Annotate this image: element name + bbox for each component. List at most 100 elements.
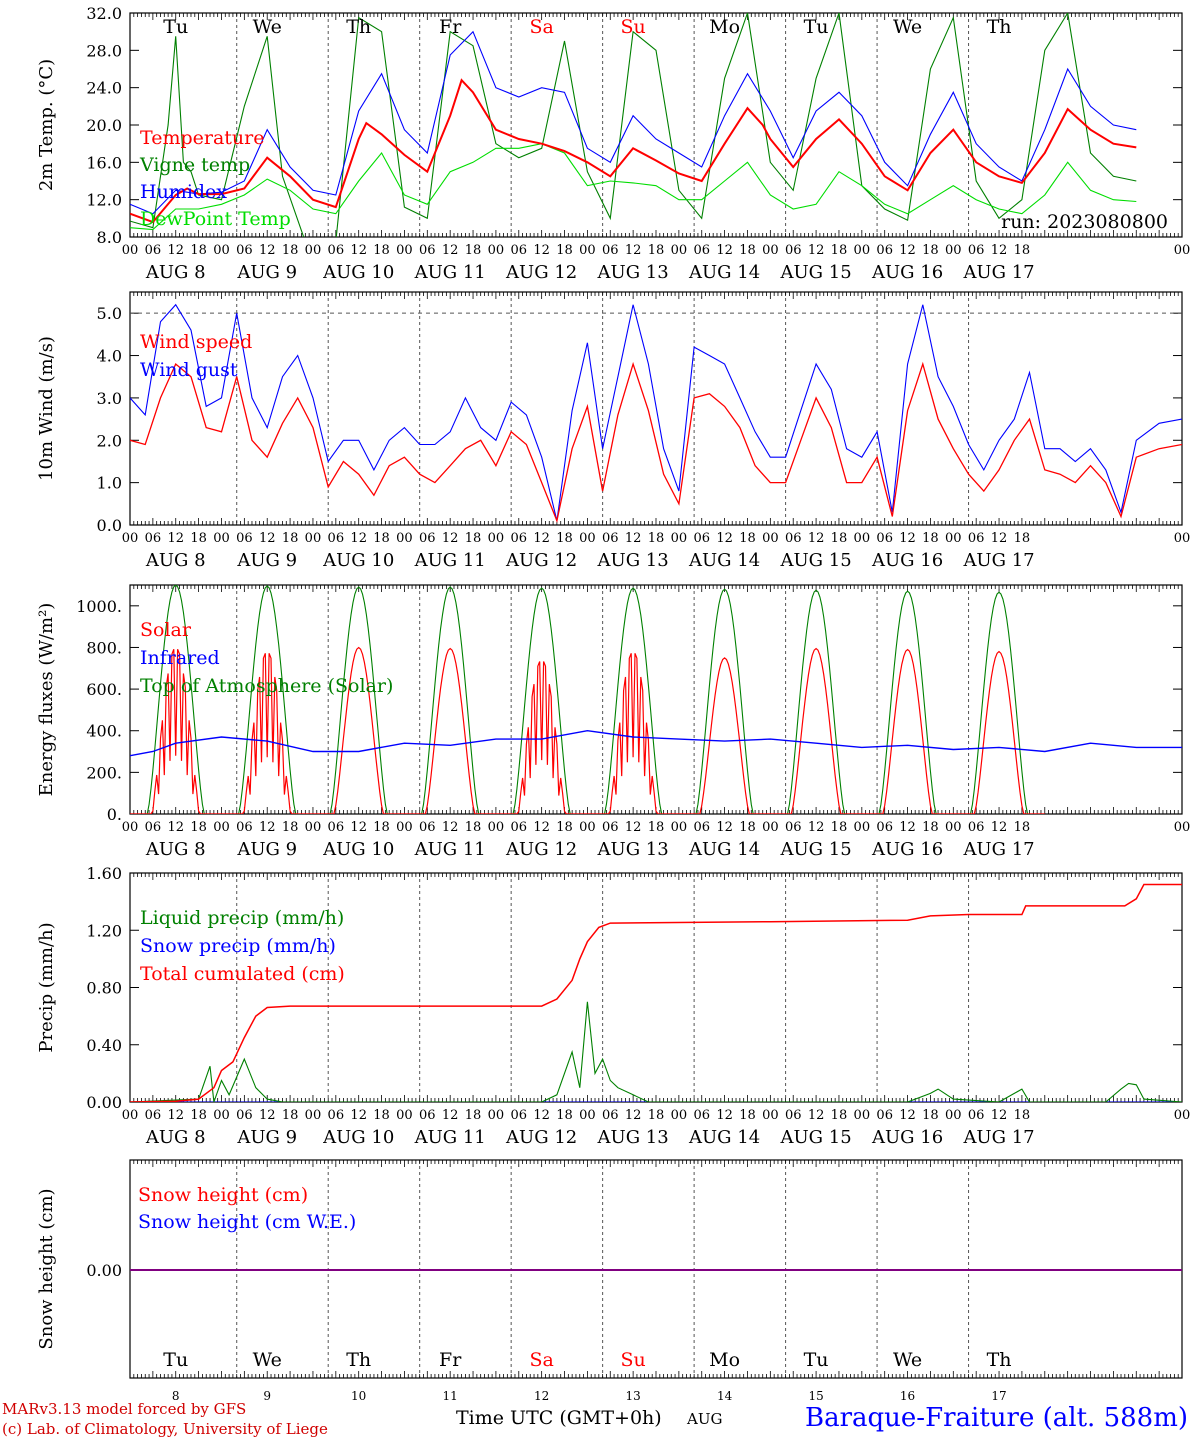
x-date-label: AUG 12 xyxy=(505,550,577,571)
x-hour-tick-label: 18 xyxy=(556,243,573,258)
x-hour-tick-label: 06 xyxy=(419,243,436,258)
x-hour-tick-label: 00 xyxy=(488,1108,505,1123)
x-axis-title: Time UTC (GMT+0h) xyxy=(456,1407,662,1429)
x-hour-tick-label: 00 xyxy=(122,820,139,835)
x-date-label: AUG 15 xyxy=(779,262,851,283)
x-hour-tick-label: 12 xyxy=(533,820,550,835)
x-hour-tick-label: 06 xyxy=(785,820,802,835)
x-hour-tick-label: 12 xyxy=(716,820,733,835)
x-hour-tick-label: 18 xyxy=(831,820,848,835)
x-date-label: AUG 14 xyxy=(688,550,760,571)
x-hour-tick-label: 12 xyxy=(259,243,276,258)
x-date-label: AUG 12 xyxy=(505,262,577,283)
day-number-label: 17 xyxy=(991,1389,1006,1403)
x-hour-tick-label: 12 xyxy=(259,531,276,546)
x-date-label: AUG 17 xyxy=(962,1127,1034,1148)
month-label: AUG xyxy=(686,1410,722,1428)
x-date-label: AUG 8 xyxy=(145,839,206,860)
x-hour-tick-label: 00 xyxy=(945,820,962,835)
x-hour-tick-label: 12 xyxy=(991,531,1008,546)
x-date-label: AUG 8 xyxy=(145,550,206,571)
run-annotation: run: 2023080800 xyxy=(1001,211,1168,233)
cumulated-precip-line xyxy=(130,883,1182,1102)
y-tick-label: 0.00 xyxy=(86,1093,122,1112)
x-hour-tick-label: 00 xyxy=(396,1108,413,1123)
weekday-label: Tu xyxy=(804,1349,829,1371)
x-date-label: AUG 12 xyxy=(505,1127,577,1148)
x-date-label: AUG 14 xyxy=(688,1127,760,1148)
x-hour-tick-label: 12 xyxy=(625,531,642,546)
x-date-label: AUG 14 xyxy=(688,262,760,283)
day-number-label: 8 xyxy=(172,1389,180,1403)
x-hour-tick-label: 12 xyxy=(259,1108,276,1123)
x-hour-tick-label: 00 xyxy=(854,243,871,258)
x-hour-tick-label: 06 xyxy=(693,243,710,258)
toa-solar-line xyxy=(130,585,1045,814)
x-date-label: AUG 17 xyxy=(962,262,1034,283)
x-hour-tick-label: 06 xyxy=(602,1108,619,1123)
weekday-label: Su xyxy=(620,1349,645,1371)
weekday-label: Tu xyxy=(163,16,188,38)
x-hour-tick-label: 06 xyxy=(968,531,985,546)
x-hour-tick-label: 06 xyxy=(785,243,802,258)
liquid-precip-line xyxy=(130,1001,1182,1102)
y-tick-label: 1.60 xyxy=(86,864,122,883)
x-hour-tick-label: 00 xyxy=(213,820,230,835)
x-hour-tick-label: 18 xyxy=(922,243,939,258)
x-hour-tick-label: 06 xyxy=(328,820,345,835)
y-tick-label: 8.0 xyxy=(97,228,122,247)
x-hour-tick-label: 00 xyxy=(396,820,413,835)
x-hour-tick-label: 12 xyxy=(350,1108,367,1123)
x-hour-tick-label: 06 xyxy=(693,820,710,835)
x-hour-tick-label: 18 xyxy=(190,243,207,258)
x-hour-tick-label: 18 xyxy=(922,531,939,546)
x-date-label: AUG 10 xyxy=(322,550,394,571)
temp-series-line xyxy=(130,13,1137,237)
x-hour-tick-label: 18 xyxy=(922,820,939,835)
weekday-label: We xyxy=(253,16,282,38)
x-date-label: AUG 16 xyxy=(871,839,943,860)
weekday-label: Th xyxy=(346,1349,371,1371)
y-tick-label: 12.0 xyxy=(86,191,122,210)
y-tick-label: 28.0 xyxy=(86,41,122,60)
y-axis-title: Precip (mm/h) xyxy=(36,922,57,1052)
wind-speed-line xyxy=(130,361,1182,524)
day-number-label: 14 xyxy=(717,1389,733,1403)
x-hour-tick-label: 12 xyxy=(808,243,825,258)
x-hour-tick-label: 00 xyxy=(671,1108,688,1123)
x-hour-tick-label: 00 xyxy=(488,531,505,546)
x-hour-tick-label: 06 xyxy=(328,243,345,258)
x-hour-tick-label: 18 xyxy=(739,243,756,258)
x-date-label: AUG 13 xyxy=(597,839,669,860)
legend-entry: Temperature xyxy=(140,127,264,149)
x-hour-tick-label: 12 xyxy=(899,1108,916,1123)
x-hour-tick-label: 18 xyxy=(1014,820,1031,835)
x-hour-tick-label: 12 xyxy=(625,1108,642,1123)
x-hour-tick-label: 18 xyxy=(465,1108,482,1123)
x-hour-tick-label: 18 xyxy=(1014,243,1031,258)
x-hour-tick-label: 06 xyxy=(419,820,436,835)
x-hour-tick-label: 06 xyxy=(785,1108,802,1123)
x-hour-tick-label: 06 xyxy=(968,820,985,835)
x-hour-tick-label: 06 xyxy=(419,531,436,546)
x-hour-tick-label: 06 xyxy=(145,531,162,546)
x-hour-tick-label: 06 xyxy=(236,1108,253,1123)
x-hour-tick-label: 18 xyxy=(739,531,756,546)
x-hour-tick-label: 12 xyxy=(350,243,367,258)
x-hour-tick-label: 12 xyxy=(442,1108,459,1123)
x-hour-tick-label: 00 xyxy=(854,531,871,546)
y-tick-label: 3.0 xyxy=(97,389,122,408)
x-hour-tick-label: 00 xyxy=(1174,531,1191,546)
legend-entry: DewPoint Temp xyxy=(140,208,291,230)
x-hour-tick-label: 00 xyxy=(1174,1108,1191,1123)
x-hour-tick-label: 18 xyxy=(739,820,756,835)
y-tick-label: 2.0 xyxy=(97,431,122,450)
x-hour-tick-label: 18 xyxy=(373,820,390,835)
x-date-label: AUG 13 xyxy=(597,262,669,283)
weekday-label: Su xyxy=(620,16,645,38)
x-hour-tick-label: 12 xyxy=(442,531,459,546)
x-hour-tick-label: 00 xyxy=(945,243,962,258)
weekday-label: Mo xyxy=(709,16,740,38)
x-hour-tick-label: 00 xyxy=(1174,820,1191,835)
